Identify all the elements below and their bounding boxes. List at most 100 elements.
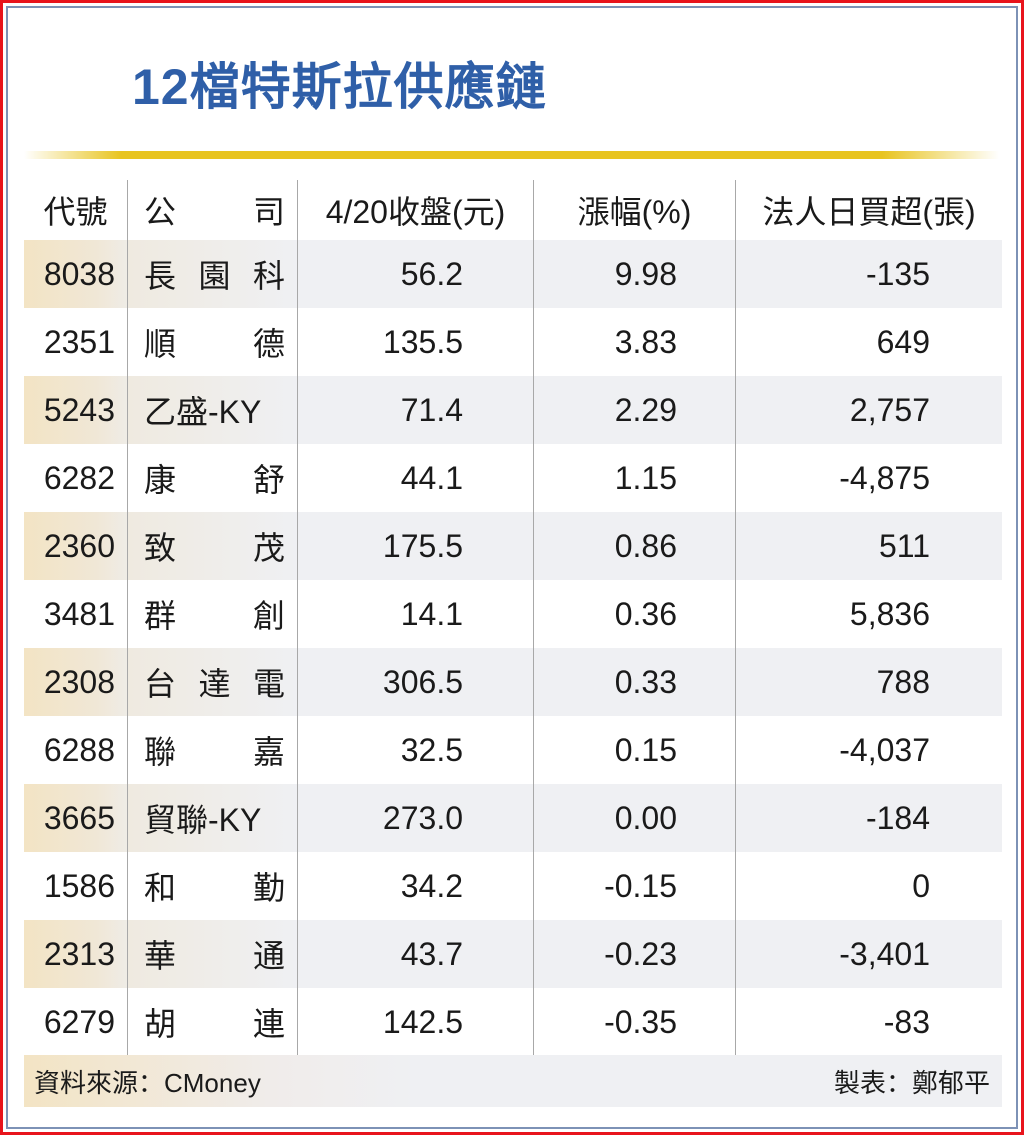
cell-change: 0.33 (534, 648, 736, 716)
cell-company: 乙盛-KY (128, 376, 298, 444)
cell-net-buy: -184 (736, 784, 1002, 852)
cell-code: 6279 (24, 988, 128, 1056)
cell-change: 1.15 (534, 444, 736, 512)
company-name-part: 康 (144, 462, 177, 498)
company-name: 胡連 (144, 999, 285, 1045)
company-name: 聯嘉 (144, 727, 285, 773)
company-name: 致茂 (144, 523, 285, 569)
company-name: 華通 (144, 931, 285, 977)
cell-close: 43.7 (298, 920, 534, 988)
cell-net-buy: 649 (876, 323, 930, 360)
company-name-part: 茂 (252, 530, 285, 566)
cell-change: 0.15 (534, 716, 736, 784)
company-name-part: 電 (252, 666, 285, 702)
cell-company: 胡連 (128, 988, 298, 1056)
cell-change: 2.29 (534, 376, 736, 444)
cell-close: 306.5 (298, 648, 534, 716)
company-name: 長園科 (144, 251, 285, 297)
table-row: 1586 和勤 34.2 -0.15 0 (24, 852, 1002, 920)
cell-code: 2360 (24, 512, 128, 580)
company-name-part: 貿聯-KY (144, 802, 262, 838)
company-name-part: 連 (252, 1006, 285, 1042)
cell-code: 6288 (24, 716, 128, 784)
table-header: 代號 公 司 4/20收盤(元) 漲幅(%) 法人日買超(張) (24, 180, 1002, 240)
company-name-part: 創 (252, 598, 285, 634)
company-name-part: 德 (252, 326, 285, 362)
cell-code: 6282 (24, 444, 128, 512)
company-name-part: 華 (144, 938, 177, 974)
header-company: 公 司 (128, 180, 298, 240)
cell-close: 44.1 (298, 444, 534, 512)
company-name-part: 群 (144, 598, 177, 634)
table-row: 3481 群創 14.1 0.36 5,836 (24, 580, 1002, 648)
company-name-part: 順 (144, 326, 177, 362)
cell-close: 135.5 (298, 308, 534, 376)
cell-close: 142.5 (298, 988, 534, 1056)
cell-change: -0.23 (534, 920, 736, 988)
company-name: 康舒 (144, 455, 285, 501)
author-note: 製表：鄭郁平 (833, 1067, 990, 1098)
company-name: 台達電 (144, 659, 285, 705)
company-name-part: 胡 (144, 1006, 177, 1042)
company-name: 乙盛-KY (144, 387, 285, 433)
stock-table: 代號 公 司 4/20收盤(元) 漲幅(%) 法人日買超(張) 8038 長園科 5… (24, 180, 1002, 1056)
cell-close: 56.2 (298, 240, 534, 308)
footer: 資料來源：CMoney 製表：鄭郁平 (24, 1055, 1002, 1107)
cell-net-buy: -3,401 (736, 920, 1002, 988)
cell-close: 32.5 (298, 716, 534, 784)
company-name-part: 達 (198, 666, 231, 702)
header-net-buy: 法人日買超(張) (762, 194, 976, 230)
cell-close: 71.4 (298, 376, 534, 444)
cell-net-buy: 788 (736, 648, 1002, 716)
cell-net-buy: -4,875 (839, 459, 930, 496)
company-name-part: 通 (252, 938, 285, 974)
cell-net-buy: -135 (736, 240, 1002, 308)
table-row: 2308 台達電 306.5 0.33 788 (24, 648, 1002, 716)
page-title: 12檔特斯拉供應鏈 (132, 59, 547, 115)
company-name-part: 嘉 (252, 734, 285, 770)
table-body: 8038 長園科 56.2 9.98 -135 2351 順德 135.5 3.83 649 524… (24, 240, 1002, 1056)
company-name: 群創 (144, 591, 285, 637)
company-name-part: 聯 (144, 734, 177, 770)
cell-company: 聯嘉 (128, 716, 298, 784)
header-code: 代號 (24, 180, 128, 240)
cell-net-buy: 0 (912, 867, 930, 904)
cell-company: 致茂 (128, 512, 298, 580)
title-underline (24, 151, 999, 159)
table-row: 2351 順德 135.5 3.83 649 (24, 308, 1002, 376)
cell-code: 2313 (24, 920, 128, 988)
header-close: 4/20收盤(元) (298, 180, 534, 240)
cell-change: -0.15 (534, 852, 736, 920)
cell-change: 0.36 (534, 580, 736, 648)
cell-net-buy: 511 (736, 512, 1002, 580)
cell-code: 2351 (24, 308, 128, 376)
table-row: 6279 胡連 142.5 -0.35 -83 (24, 988, 1002, 1056)
company-name: 順德 (144, 319, 285, 365)
company-name-part: 科 (252, 258, 285, 294)
cell-close: 14.1 (298, 580, 534, 648)
table-row: 2360 致茂 175.5 0.86 511 (24, 512, 1002, 580)
cell-change: -0.35 (534, 988, 736, 1056)
cell-net-buy: -4,037 (839, 731, 930, 768)
cell-code: 3665 (24, 784, 128, 852)
cell-close: 34.2 (298, 852, 534, 920)
cell-company: 群創 (128, 580, 298, 648)
cell-company: 順德 (128, 308, 298, 376)
cell-company: 長園科 (128, 240, 298, 308)
source-note: 資料來源：CMoney (34, 1067, 261, 1098)
cell-change: 3.83 (534, 308, 736, 376)
cell-code: 5243 (24, 376, 128, 444)
company-name: 貿聯-KY (144, 795, 285, 841)
company-name-part: 致 (144, 530, 177, 566)
table-row: 2313 華通 43.7 -0.23 -3,401 (24, 920, 1002, 988)
header-company-a: 公 (144, 194, 177, 230)
company-name: 和勤 (144, 863, 285, 909)
cell-company: 康舒 (128, 444, 298, 512)
cell-company: 台達電 (128, 648, 298, 716)
table-row: 6288 聯嘉 32.5 0.15 -4,037 (24, 716, 1002, 784)
cell-change: 0.86 (534, 512, 736, 580)
header-company-b: 司 (252, 194, 285, 230)
company-name-part: 長 (144, 258, 177, 294)
table-row: 8038 長園科 56.2 9.98 -135 (24, 240, 1002, 308)
